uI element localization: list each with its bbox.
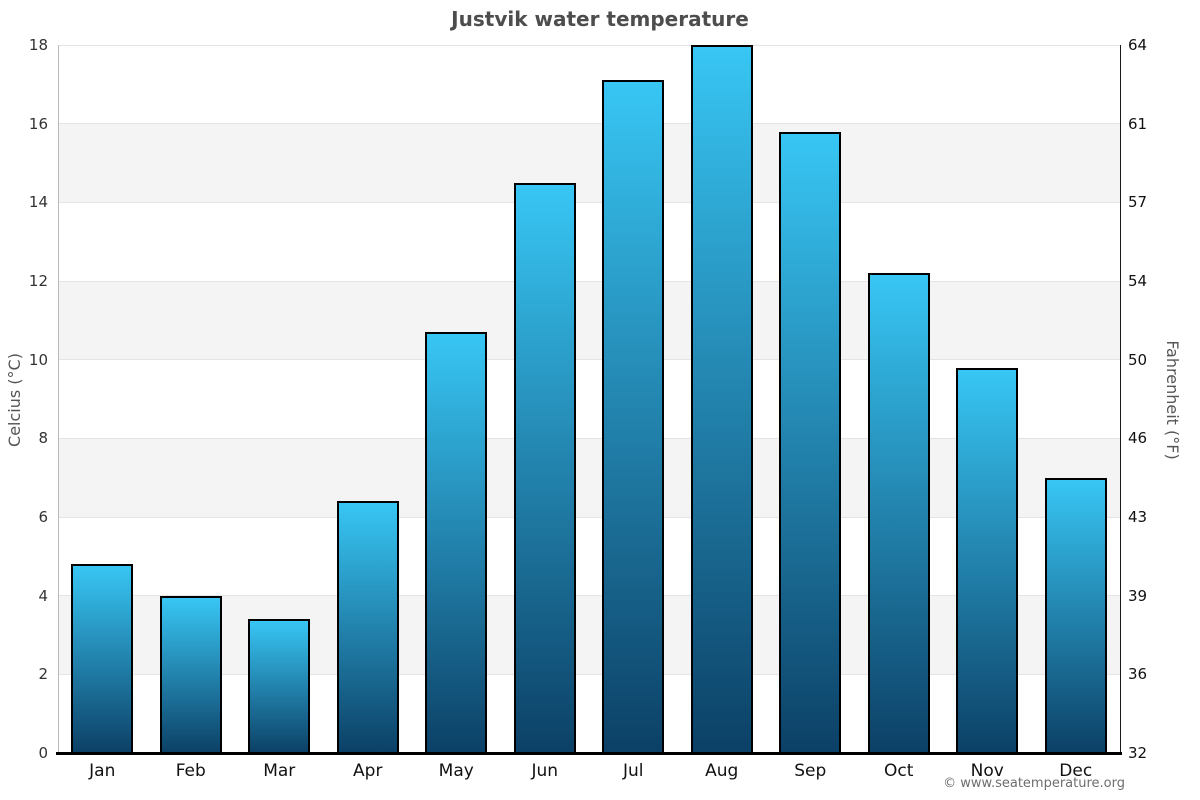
bar-jan bbox=[71, 564, 134, 753]
fahrenheit-tick-label: 61 bbox=[1128, 114, 1148, 133]
attribution-text: © www.seatemperature.org bbox=[943, 776, 1125, 791]
fahrenheit-tick-label: 54 bbox=[1128, 272, 1148, 290]
fahrenheit-tick-label: 50 bbox=[1128, 350, 1148, 369]
celsius-tick-label: 10 bbox=[28, 350, 48, 369]
gridline bbox=[58, 359, 1120, 361]
celsius-tick-label: 14 bbox=[28, 193, 48, 212]
fahrenheit-tick-label: 57 bbox=[1128, 193, 1148, 212]
y-axis-title-fahrenheit: Fahrenheit (°F) bbox=[1163, 340, 1182, 460]
celsius-tick-label: 0 bbox=[38, 744, 48, 762]
bar-jul bbox=[602, 80, 665, 753]
x-axis-label-jan: Jan bbox=[89, 761, 116, 781]
gridline bbox=[58, 280, 1120, 282]
x-axis-label-oct: Oct bbox=[884, 761, 914, 781]
celsius-tick-label: 12 bbox=[28, 272, 48, 290]
x-axis-label-mar: Mar bbox=[263, 761, 296, 781]
celsius-tick-label: 8 bbox=[38, 429, 48, 448]
x-axis-label-nov: Nov bbox=[970, 761, 1004, 781]
gridline bbox=[58, 516, 1120, 518]
bar-nov bbox=[956, 367, 1019, 753]
chart-title: Justvik water temperature bbox=[451, 7, 749, 31]
celsius-tick-label: 6 bbox=[38, 508, 48, 526]
plot-band bbox=[58, 281, 1120, 360]
fahrenheit-tick-label: 36 bbox=[1128, 665, 1148, 684]
x-axis-label-jul: Jul bbox=[622, 761, 644, 781]
x-axis-label-sep: Sep bbox=[794, 761, 827, 781]
plot-band bbox=[58, 438, 1120, 517]
bar-sep bbox=[779, 131, 842, 753]
bar-may bbox=[425, 332, 488, 753]
celsius-tick-label: 2 bbox=[38, 665, 48, 684]
y-axis-title-celsius: Celcius (°C) bbox=[5, 353, 24, 447]
bar-apr bbox=[336, 501, 399, 753]
x-axis-label-jun: Jun bbox=[531, 761, 559, 781]
gridline bbox=[58, 201, 1120, 203]
x-axis-label-dec: Dec bbox=[1059, 761, 1093, 781]
gridline bbox=[58, 44, 1120, 46]
celsius-tick-label: 16 bbox=[28, 114, 48, 133]
x-axis-line bbox=[56, 752, 1122, 755]
celsius-tick-label: 4 bbox=[38, 586, 48, 605]
plot-band bbox=[58, 595, 1120, 675]
x-axis-label-apr: Apr bbox=[353, 761, 383, 781]
gridline bbox=[58, 673, 1120, 675]
gridline bbox=[58, 595, 1120, 597]
gridline bbox=[58, 123, 1120, 125]
gridline bbox=[58, 437, 1120, 439]
fahrenheit-tick-label: 32 bbox=[1128, 744, 1148, 762]
fahrenheit-tick-label: 46 bbox=[1128, 429, 1148, 448]
celsius-tick-label: 18 bbox=[28, 36, 48, 54]
x-axis-label-may: May bbox=[438, 761, 474, 781]
bar-aug bbox=[690, 45, 753, 753]
bar-jun bbox=[513, 182, 576, 753]
y-axis-line-left bbox=[58, 45, 59, 753]
fahrenheit-tick-label: 64 bbox=[1128, 36, 1148, 54]
x-axis-label-feb: Feb bbox=[175, 761, 206, 781]
bar-mar bbox=[248, 619, 311, 753]
bar-feb bbox=[159, 595, 222, 753]
bar-oct bbox=[867, 273, 930, 753]
bar-dec bbox=[1044, 477, 1107, 753]
x-axis-label-aug: Aug bbox=[705, 761, 739, 781]
plot-band bbox=[58, 123, 1120, 203]
fahrenheit-tick-label: 43 bbox=[1128, 508, 1148, 526]
fahrenheit-tick-label: 39 bbox=[1128, 586, 1148, 605]
y-axis-line-right bbox=[1120, 45, 1121, 753]
